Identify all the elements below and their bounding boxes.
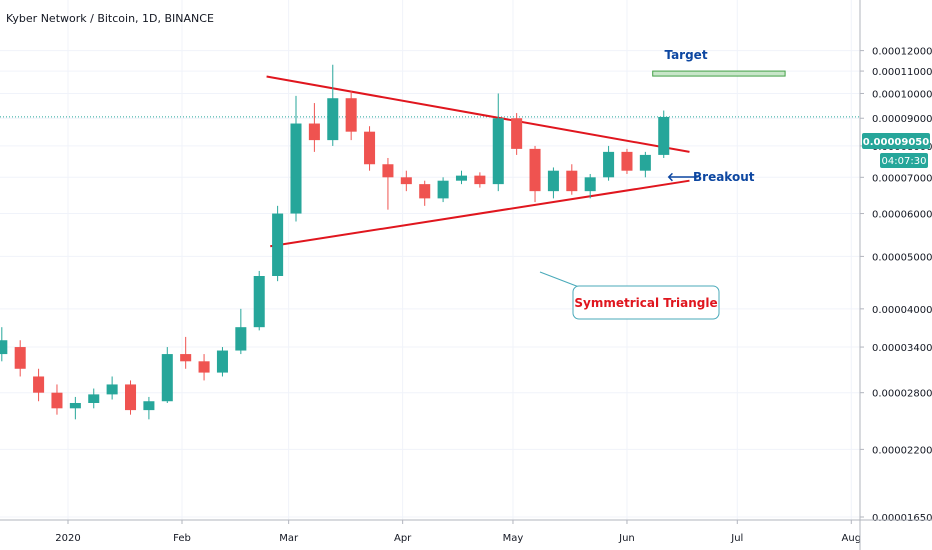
y-tick-label: 0.00011000 [872,67,932,78]
candle-body [69,402,81,409]
candle-body [272,213,284,277]
header: Kyber Network / Bitcoin, 1D, BINANCE [6,12,214,25]
candle-body [364,131,376,165]
candle-body [198,361,210,373]
y-tick-label: 0.00012000 [872,47,932,58]
candle-body [33,376,45,393]
y-tick-label: 0.00004000 [872,305,932,316]
candle-body [327,98,339,141]
last-price-badge [862,133,930,149]
candle-body [382,164,394,178]
candle-layer [0,64,670,420]
candle-body [345,98,357,132]
countdown-badge [880,153,928,168]
candle-body [143,401,155,411]
x-tick-label: Mar [279,533,299,544]
candle-body [180,354,192,362]
candle-body [400,177,412,185]
candle-body [88,394,100,403]
price-tag: 0.00009050 04:07:30 [862,133,930,168]
x-tick-label: Jun [618,533,635,544]
countdown-text: 04:07:30 [882,156,927,167]
candle-body [511,118,523,149]
candle-body [547,170,559,192]
candle-body [235,327,247,351]
y-tick-label: 0.00006000 [872,210,932,221]
candle-body [603,151,615,178]
candle-body [621,151,633,171]
candle-body [419,184,431,199]
annot-layer: Target 🡐 Breakout Symmetrical Triangle [539,48,755,320]
candle-body [51,392,63,409]
candle-body [216,350,228,373]
breakout-arrow: 🡐 [667,170,699,184]
candle-body [308,123,320,141]
target-zone [652,70,786,77]
candle-body [0,340,8,355]
grid-layer [0,0,860,520]
candle-body [253,276,265,328]
x-tick-label: Apr [394,533,412,544]
y-tick-label: 0.00010000 [872,89,932,100]
triangle-label: Symmetrical Triangle [574,296,717,310]
x-tick-label: Aug [842,533,862,544]
triangle-support-line [270,179,690,248]
candle-body [290,123,302,214]
candle-body [584,177,596,192]
y-tick-label: 0.00005000 [872,252,932,263]
breakout-label: Breakout [693,170,755,184]
candle-body [566,170,578,192]
y-tick-label: 0.00007000 [872,173,932,184]
candle-body [455,175,467,181]
candle-body [492,118,504,185]
y-tick-label: 0.00002200 [872,445,932,456]
triangle-resistance-line [266,75,690,153]
chart-title: Kyber Network / Bitcoin, 1D, BINANCE [6,12,214,25]
candle-body [106,384,118,395]
candle-body [437,180,449,199]
triangle-callout-box [572,285,720,320]
y-tick-label: 0.00001650 [872,513,932,524]
y-tick-label: 0.00009000 [872,114,932,125]
x-tick-label: Jul [730,533,743,544]
candle-body [658,116,670,155]
candle-body [639,154,651,171]
candle-body [14,347,26,369]
x-tick-label: Feb [173,533,191,544]
x-tick-label: May [503,533,524,544]
x-tick-label: 2020 [55,533,80,544]
candle-body [474,175,486,185]
y-tick-label: 0.00002800 [872,389,932,400]
candle-body [529,148,541,192]
candle-body [161,354,173,402]
y-tick-label: 0.00003400 [872,343,932,354]
target-label: Target [664,48,707,62]
pattern-layer [266,70,786,248]
last-price-text: 0.00009050 [863,137,929,148]
candle-body [125,384,137,411]
